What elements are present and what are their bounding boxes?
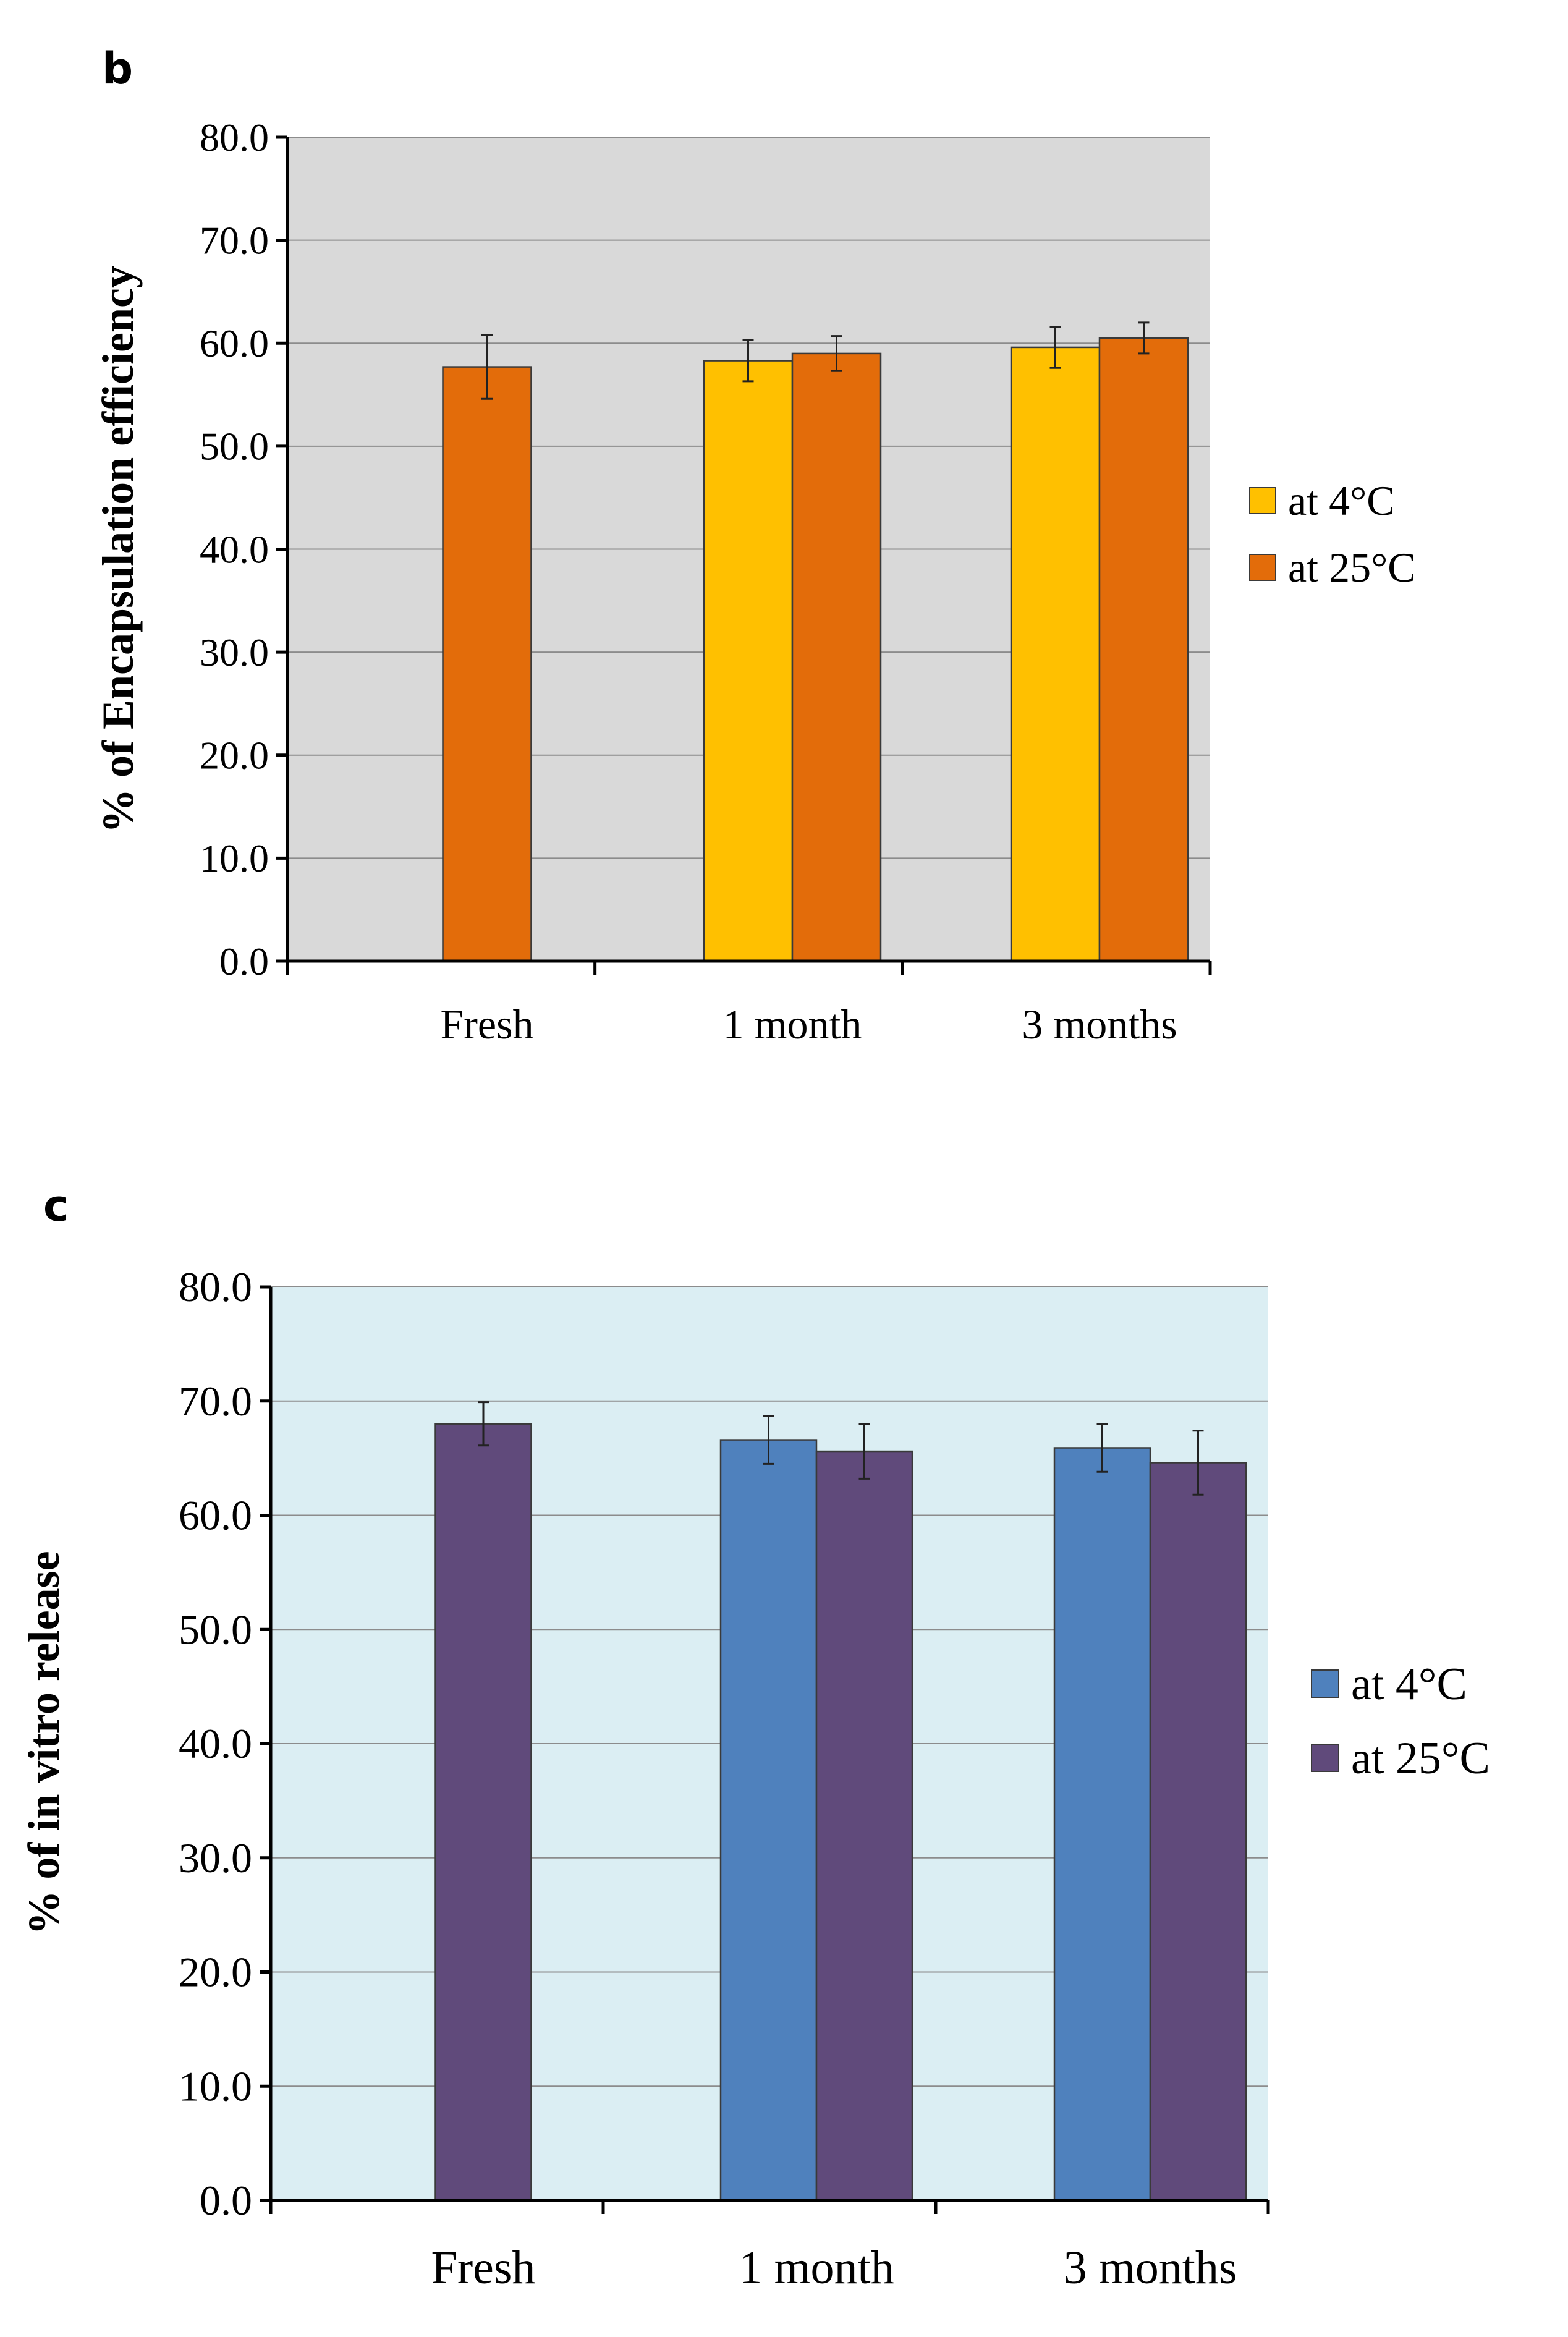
legend-label: at 4°C <box>1288 477 1395 524</box>
y-tick-label: 70.0 <box>200 218 269 262</box>
chart-panel-c: c 0.0 10.0 20.0 30.0 40.0 50.0 60.0 70.0 80.0 Fres… <box>19 1181 1490 2294</box>
y-tick-label: 40.0 <box>179 1720 252 1767</box>
x-tick-label: 1 month <box>723 1001 862 1048</box>
panel-letter: c <box>43 1181 69 1231</box>
legend: at 4°C at 25°C <box>1311 1659 1490 1784</box>
bar-c-2-1 <box>1149 1462 1247 2202</box>
legend-label: at 25°C <box>1351 1733 1490 1784</box>
legend-swatch <box>1311 1744 1339 1772</box>
legend-label: at 25°C <box>1288 544 1416 591</box>
y-tick-label: 0.0 <box>219 939 269 983</box>
bar-c-1-0 <box>719 1439 818 2202</box>
y-tick-label: 30.0 <box>179 1834 252 1881</box>
x-tick-label: Fresh <box>431 2242 536 2294</box>
y-tick-label: 80.0 <box>200 116 269 159</box>
x-tick-label: 1 month <box>739 2242 894 2294</box>
legend-swatch <box>1311 1669 1339 1698</box>
y-tick-label: 20.0 <box>200 734 269 778</box>
bar-c-1-1 <box>815 1450 913 2202</box>
bar-b-2-1 <box>1098 337 1189 962</box>
y-tick-label: 0.0 <box>200 2177 252 2224</box>
y-tick-label: 10.0 <box>200 836 269 880</box>
bar-b-1-1 <box>791 352 882 962</box>
bar-b-2-0 <box>1010 346 1101 962</box>
y-axis-label: % of in vitro release <box>19 1551 69 1935</box>
bar-c-0-1 <box>434 1423 532 2202</box>
y-tick-label: 80.0 <box>179 1263 252 1310</box>
legend-swatch <box>1249 487 1276 514</box>
x-tick-label: 3 months <box>1022 1001 1177 1048</box>
bar-b-0-1 <box>442 366 532 962</box>
y-tick-label: 40.0 <box>200 527 269 571</box>
bar-c-2-0 <box>1053 1447 1151 2202</box>
x-tick-label: 3 months <box>1064 2242 1237 2294</box>
y-axis-label: % of Encapsulation efficiency <box>93 266 143 833</box>
bar-b-1-0 <box>703 360 794 962</box>
y-tick-label: 30.0 <box>200 630 269 674</box>
y-tick-label: 50.0 <box>179 1606 252 1653</box>
y-tick-label: 10.0 <box>179 2063 252 2110</box>
y-tick-label: 60.0 <box>179 1492 252 1539</box>
legend: at 4°C at 25°C <box>1249 477 1416 591</box>
panel-letter: b <box>102 43 133 94</box>
x-tick-label: Fresh <box>440 1001 533 1048</box>
y-tick-label: 70.0 <box>179 1378 252 1425</box>
y-tick-label: 50.0 <box>200 425 269 469</box>
y-tick-label: 60.0 <box>200 321 269 365</box>
legend-label: at 4°C <box>1351 1659 1467 1710</box>
legend-swatch <box>1249 554 1276 581</box>
chart-panel-b: b 0.0 10.0 20.0 30.0 40.0 50.0 60.0 70.0 80.0 Fres… <box>93 43 1416 1048</box>
y-tick-label: 20.0 <box>179 1949 252 1996</box>
